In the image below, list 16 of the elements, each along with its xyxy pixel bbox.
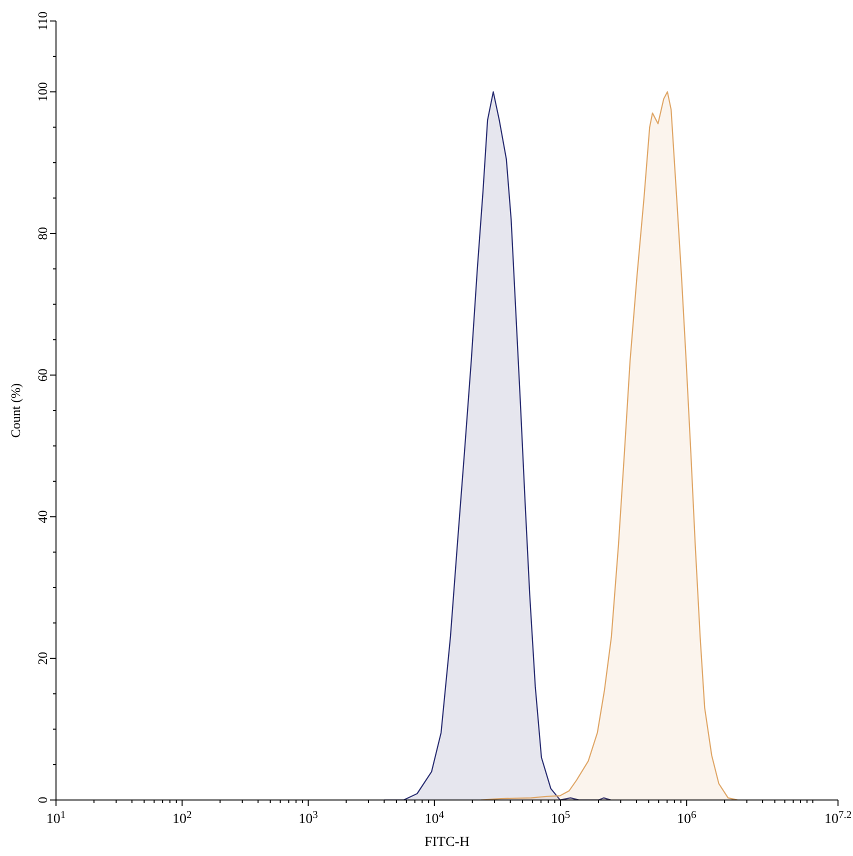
y-tick-label: 40 [35,510,50,524]
y-axis-title: Count (%) [8,383,23,438]
y-tick-label: 0 [35,796,50,804]
x-tick-label: 10$^{5}$ [550,810,570,827]
x-axis-title: FITC-H [424,835,470,850]
y-tick-label: 20 [35,652,50,665]
x-tick-label: 10$^{6}$ [677,810,696,827]
x-tick-label: 10$^{3}$ [298,810,318,827]
y-tick-label: 60 [35,368,50,382]
x-tick-label: 10$^{7.2}$ [824,810,852,827]
x-tick-label: 10$^{4}$ [424,810,445,827]
y-tick-label: 110 [35,11,50,31]
x-tick-label: 10$^{1}$ [46,810,66,827]
y-tick-label: 80 [35,226,50,240]
x-tick-label: 10$^{2}$ [172,810,192,827]
y-tick-label: 100 [35,82,50,102]
